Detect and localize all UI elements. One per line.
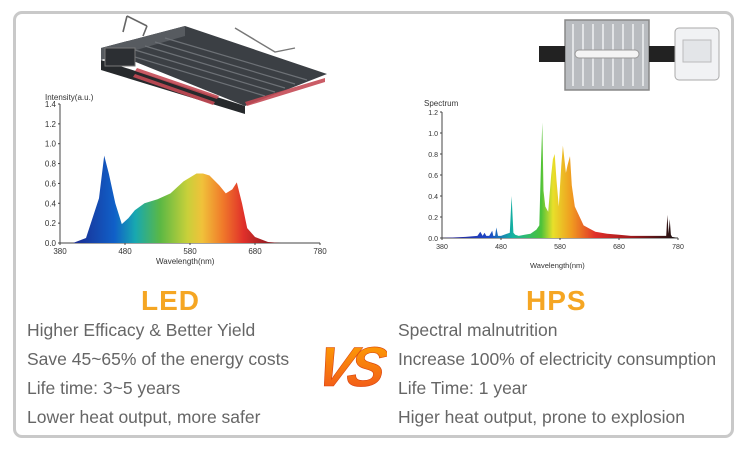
led-feature-heat: Lower heat output, more safer [27,407,261,427]
led-y-tick-label: 0.4 [45,199,57,208]
led-fixture-image [101,15,327,114]
hps-y-tick-label: 1.0 [428,131,438,138]
hps-x-tick-label: 580 [554,244,566,251]
hps-x-tick-label: 680 [613,244,625,251]
led-feature-lifetime: Life time: 3~5 years [27,378,181,398]
led-y-tick-label: 1.2 [45,120,57,129]
led-y-tick-label: 0.2 [45,219,57,228]
hps-x-tick-label: 480 [495,244,507,251]
hps-feature-spectrum: Spectral malnutrition [398,320,558,340]
hps-feature-heat: Higer heat output, prone to explosion [398,407,685,427]
hps-x-tick-label: 780 [672,244,684,251]
led-y-tick-label: 0.8 [45,160,57,169]
led-x-tick-label: 380 [53,247,67,256]
led-chart-ylabel: Intensity(a.u.) [45,93,94,102]
hps-chart-ylabel: Spectrum [424,99,459,108]
hps-y-tick-label: 0.8 [428,152,438,159]
hps-spectrum-chart: Spectrum 0.0 0.2 0.4 0.6 0.8 1.0 1.2 380 480 580… [424,99,684,270]
hps-y-tick-label: 1.2 [428,110,438,117]
hps-y-tick-label: 0.2 [428,215,438,222]
led-y-tick-label: 0.6 [45,179,57,188]
led-x-tick-label: 780 [313,247,327,256]
hps-chart-xlabel: Wavelength(nm) [530,261,585,270]
hps-feature-electricity: Increase 100% of electricity consumption [398,349,717,369]
led-spectrum-chart: Intensity(a.u.) 0.0 0.2 0.4 0.6 0.8 1.0 1.2 1.4… [45,93,327,266]
hps-x-tick-label: 380 [436,244,448,251]
hps-heading: HPS [526,285,587,316]
led-x-tick-label: 580 [183,247,197,256]
led-feature-efficacy: Higher Efficacy & Better Yield [27,320,256,340]
hps-y-tick-label: 0.6 [428,173,438,180]
led-feature-energy: Save 45~65% of the energy costs [27,349,290,369]
hps-y-tick-label: 0.0 [428,236,438,243]
led-x-tick-label: 680 [248,247,262,256]
hps-feature-lifetime: Life Time: 1 year [398,378,528,398]
hps-spectrum-area [442,122,678,238]
led-x-tick-label: 480 [118,247,132,256]
versus-logo: VS [311,335,387,398]
hps-fixture-image [539,19,720,91]
led-y-tick-label: 1.4 [45,100,57,109]
vs-text: VS [311,336,387,398]
led-heading: LED [141,285,200,316]
hps-y-tick-label: 0.4 [428,194,438,201]
led-y-tick-label: 1.0 [45,140,57,149]
led-spectrum-area [73,155,281,243]
led-y-tick-label: 0.0 [45,239,57,248]
led-chart-xlabel: Wavelength(nm) [156,257,215,266]
